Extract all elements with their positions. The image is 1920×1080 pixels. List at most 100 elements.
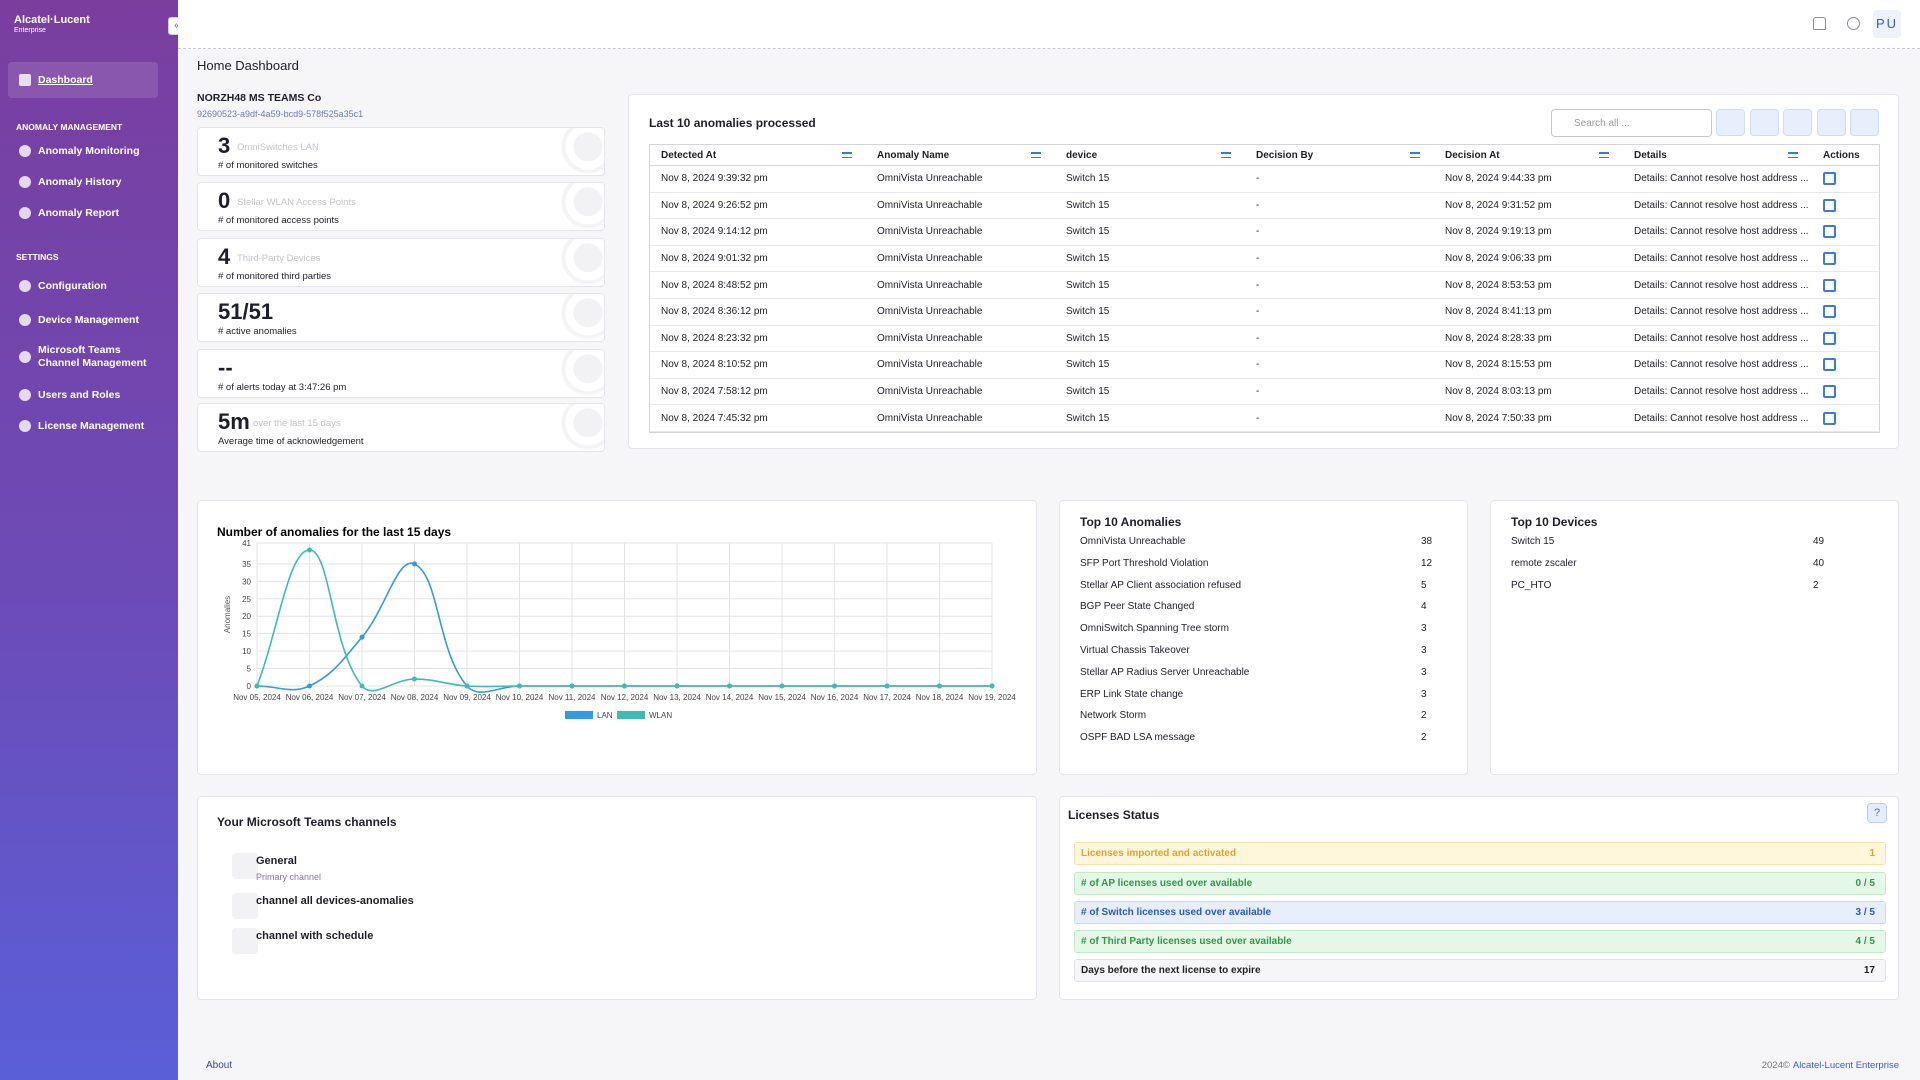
channel-name[interactable]: General [256, 855, 297, 867]
expand-icon[interactable] [1823, 358, 1836, 371]
table-cell: Details: Cannot resolve host address ... [1623, 219, 1812, 245]
nav-item[interactable]: Users and Roles [8, 380, 158, 410]
table-cell: OmniVista Unreachable [866, 379, 1055, 405]
nav-item[interactable]: Microsoft Teams Channel Management [8, 342, 158, 372]
filter-icon[interactable] [1599, 152, 1609, 158]
list-count: 2 [1421, 732, 1427, 743]
brand: Alcatel·Lucent [14, 14, 90, 26]
filter-icon[interactable] [1031, 152, 1041, 158]
expand-icon[interactable] [1823, 385, 1836, 398]
expand-icon[interactable] [1823, 412, 1836, 425]
expand-icon[interactable] [1823, 225, 1836, 238]
notifications-icon[interactable] [1813, 17, 1826, 30]
table-cell: OmniVista Unreachable [866, 405, 1055, 431]
help-icon[interactable] [1847, 17, 1860, 30]
search-input[interactable]: Search all ... [1551, 109, 1712, 137]
x-tick-label: Nov 06, 2024 [286, 693, 334, 702]
legend-swatch[interactable] [617, 711, 645, 719]
legend-swatch[interactable] [565, 711, 593, 719]
channel-sub: Primary channel [256, 872, 321, 882]
licenses-help[interactable]: ? [1867, 803, 1887, 823]
actions-cell [1812, 379, 1870, 405]
nav-icon [19, 145, 31, 157]
nav-item[interactable]: Anomaly Monitoring [8, 136, 158, 166]
nav-label: Anomaly Report [38, 207, 119, 219]
expand-icon[interactable] [1823, 172, 1836, 185]
nav-item[interactable]: Device Management [8, 305, 158, 335]
expand-icon[interactable] [1823, 332, 1836, 345]
channel-name[interactable]: channel all devices-anomalies [256, 895, 414, 907]
table-row: Nov 8, 2024 8:23:32 pmOmniVista Unreacha… [650, 326, 1879, 353]
license-label: Licenses imported and activated [1081, 848, 1236, 859]
expand-icon[interactable] [1823, 279, 1836, 292]
table-cell: Nov 8, 2024 9:39:32 pm [650, 166, 866, 192]
filter-icon[interactable] [1788, 152, 1798, 158]
list-name: Stellar AP Client association refused [1080, 580, 1241, 591]
stat-sub: Third-Party Devices [237, 253, 320, 264]
toolbar-button[interactable] [1817, 109, 1846, 136]
nav-icon [19, 420, 31, 432]
table-cell: - [1245, 352, 1434, 378]
stat-card: 4Third-Party Devices# of monitored third… [197, 238, 605, 287]
nav-item[interactable]: Configuration [8, 271, 158, 301]
filter-icon[interactable] [1221, 152, 1231, 158]
table-cell: Nov 8, 2024 9:19:13 pm [1434, 219, 1623, 245]
data-point [727, 684, 732, 689]
channel-icon [232, 893, 258, 919]
nav-item[interactable]: Anomaly Report [8, 198, 158, 228]
data-point [360, 684, 365, 689]
nav-icon [19, 351, 31, 363]
list-name: Network Storm [1080, 710, 1146, 721]
company-link[interactable]: Alcatel-Lucent Enterprise [1793, 1060, 1899, 1071]
legend-label[interactable]: WLAN [649, 711, 672, 720]
table-cell: Details: Cannot resolve host address ... [1623, 193, 1812, 219]
table-cell: OmniVista Unreachable [866, 246, 1055, 272]
nav-item[interactable]: Anomaly History [8, 167, 158, 197]
list-count: 5 [1421, 580, 1427, 591]
avatar[interactable]: PU [1873, 10, 1901, 38]
expand-icon[interactable] [1823, 305, 1836, 318]
table-cell: Switch 15 [1055, 246, 1245, 272]
table-cell: OmniVista Unreachable [866, 166, 1055, 192]
column-header[interactable]: Detected At [650, 145, 866, 165]
table-cell: - [1245, 246, 1434, 272]
nav-item[interactable]: Dashboard [8, 62, 158, 98]
column-header[interactable]: Details [1623, 145, 1812, 165]
table-cell: Nov 8, 2024 9:01:32 pm [650, 246, 866, 272]
actions-cell [1812, 272, 1870, 298]
channel-name[interactable]: channel with schedule [256, 930, 373, 942]
actions-cell [1812, 299, 1870, 325]
nav-section: ANOMALY MANAGEMENT [16, 122, 122, 132]
about-link[interactable]: About [206, 1060, 232, 1071]
chart-title: Number of anomalies for the last 15 days [217, 525, 451, 539]
y-tick-label: 35 [242, 560, 251, 569]
column-header[interactable]: Actions [1812, 145, 1870, 165]
expand-icon[interactable] [1823, 252, 1836, 265]
column-header[interactable]: Anomaly Name [866, 145, 1055, 165]
toolbar-button[interactable] [1850, 109, 1879, 136]
nav-label: Device Management [38, 314, 139, 326]
legend-label[interactable]: LAN [597, 711, 613, 720]
filter-icon[interactable] [842, 152, 852, 158]
x-tick-label: Nov 10, 2024 [496, 693, 544, 702]
data-point [465, 684, 470, 689]
table-cell: Switch 15 [1055, 299, 1245, 325]
filter-icon[interactable] [1410, 152, 1420, 158]
list-count: 2 [1813, 580, 1819, 591]
nav-item[interactable]: License Management [8, 411, 158, 441]
column-header[interactable]: Decision At [1434, 145, 1623, 165]
data-point [307, 684, 312, 689]
list-count: 3 [1421, 623, 1427, 634]
chart: Number of anomalies for the last 15 days… [198, 501, 1038, 776]
expand-icon[interactable] [1823, 199, 1836, 212]
table-row: Nov 8, 2024 9:01:32 pmOmniVista Unreacha… [650, 246, 1879, 273]
toolbar-button[interactable] [1750, 109, 1779, 136]
column-header[interactable]: device [1055, 145, 1245, 165]
column-header[interactable]: Decision By [1245, 145, 1434, 165]
table-cell: Details: Cannot resolve host address ... [1623, 405, 1812, 431]
data-point [622, 684, 627, 689]
table-cell: - [1245, 379, 1434, 405]
toolbar-button[interactable] [1783, 109, 1812, 136]
actions-cell [1812, 193, 1870, 219]
toolbar-button[interactable] [1716, 109, 1745, 136]
